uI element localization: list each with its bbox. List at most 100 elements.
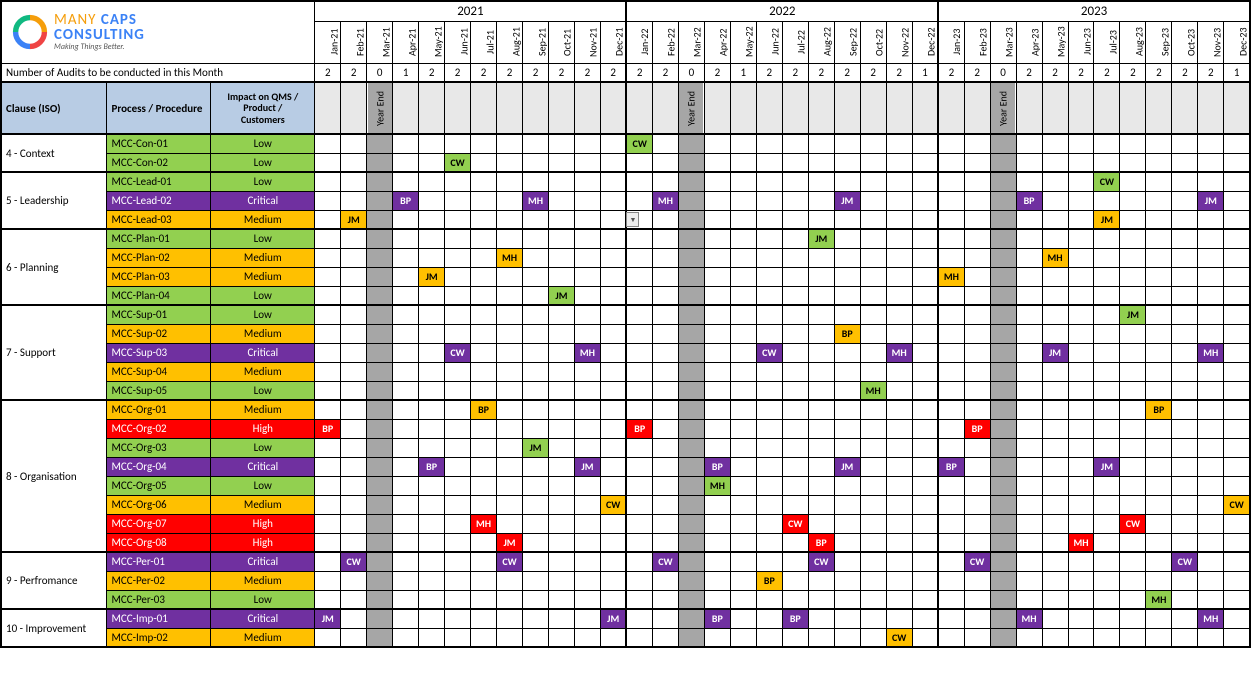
schedule-cell[interactable] [626,172,652,191]
schedule-cell[interactable] [1016,362,1042,381]
schedule-cell[interactable] [1042,628,1068,647]
schedule-cell[interactable] [315,590,341,609]
schedule-cell[interactable] [1094,628,1120,647]
schedule-cell[interactable] [367,267,393,286]
schedule-cell[interactable]: BP [964,419,990,438]
schedule-cell[interactable] [626,362,652,381]
schedule-cell[interactable] [912,476,938,495]
schedule-cell[interactable] [964,381,990,400]
schedule-cell[interactable] [600,552,626,571]
schedule-cell[interactable] [730,381,756,400]
schedule-cell[interactable] [652,571,678,590]
schedule-cell[interactable] [912,628,938,647]
schedule-cell[interactable] [341,609,367,628]
schedule-cell[interactable] [1016,381,1042,400]
schedule-cell[interactable] [730,533,756,552]
schedule-cell[interactable] [704,419,730,438]
schedule-cell[interactable] [886,381,912,400]
schedule-cell[interactable] [652,267,678,286]
schedule-cell[interactable] [886,495,912,514]
schedule-cell[interactable] [548,495,574,514]
schedule-cell[interactable] [782,343,808,362]
schedule-cell[interactable] [600,172,626,191]
schedule-cell[interactable] [497,495,523,514]
schedule-cell[interactable] [1068,286,1094,305]
schedule-cell[interactable] [600,286,626,305]
schedule-cell[interactable] [548,571,574,590]
schedule-cell[interactable] [1198,457,1224,476]
schedule-cell[interactable]: CW [756,343,782,362]
schedule-cell[interactable] [471,495,497,514]
schedule-cell[interactable] [1042,590,1068,609]
schedule-cell[interactable] [678,153,704,172]
schedule-cell[interactable] [1120,571,1146,590]
schedule-cell[interactable] [678,571,704,590]
schedule-cell[interactable] [600,305,626,324]
schedule-cell[interactable] [730,191,756,210]
schedule-cell[interactable]: JM [315,609,341,628]
schedule-cell[interactable] [990,476,1016,495]
schedule-cell[interactable] [1016,248,1042,267]
schedule-cell[interactable] [938,628,964,647]
schedule-cell[interactable] [315,286,341,305]
schedule-cell[interactable] [808,457,834,476]
schedule-cell[interactable] [1172,267,1198,286]
schedule-cell[interactable] [834,514,860,533]
schedule-cell[interactable] [1042,609,1068,628]
schedule-cell[interactable] [834,419,860,438]
schedule-cell[interactable] [419,362,445,381]
schedule-cell[interactable] [393,343,419,362]
schedule-cell[interactable] [548,514,574,533]
schedule-cell[interactable] [1068,191,1094,210]
schedule-cell[interactable] [1146,324,1172,343]
schedule-cell[interactable] [1094,305,1120,324]
schedule-cell[interactable] [834,305,860,324]
schedule-cell[interactable] [1068,210,1094,229]
schedule-cell[interactable] [756,286,782,305]
schedule-cell[interactable] [886,476,912,495]
schedule-cell[interactable] [1120,419,1146,438]
schedule-cell[interactable] [808,476,834,495]
schedule-cell[interactable] [808,305,834,324]
schedule-cell[interactable] [782,362,808,381]
schedule-cell[interactable] [860,400,886,419]
schedule-cell[interactable] [756,514,782,533]
schedule-cell[interactable]: MH [523,191,549,210]
schedule-cell[interactable] [367,457,393,476]
schedule-cell[interactable] [1224,419,1250,438]
schedule-cell[interactable] [523,267,549,286]
schedule-cell[interactable] [1198,400,1224,419]
schedule-cell[interactable] [912,457,938,476]
schedule-cell[interactable] [1068,343,1094,362]
schedule-cell[interactable] [990,628,1016,647]
schedule-cell[interactable] [652,286,678,305]
schedule-cell[interactable] [548,476,574,495]
schedule-cell[interactable] [1198,267,1224,286]
schedule-cell[interactable] [964,457,990,476]
schedule-cell[interactable] [964,400,990,419]
schedule-cell[interactable] [1016,552,1042,571]
schedule-cell[interactable] [808,514,834,533]
schedule-cell[interactable] [1094,153,1120,172]
schedule-cell[interactable] [497,628,523,647]
schedule-cell[interactable] [393,400,419,419]
schedule-cell[interactable] [471,457,497,476]
schedule-cell[interactable] [990,305,1016,324]
schedule-cell[interactable] [808,267,834,286]
schedule-cell[interactable] [938,191,964,210]
schedule-cell[interactable] [990,533,1016,552]
schedule-cell[interactable] [730,609,756,628]
schedule-cell[interactable] [600,419,626,438]
schedule-cell[interactable] [756,229,782,248]
schedule-cell[interactable] [445,457,471,476]
schedule-cell[interactable] [834,134,860,153]
schedule-cell[interactable] [1120,248,1146,267]
schedule-cell[interactable] [652,229,678,248]
schedule-cell[interactable] [1146,457,1172,476]
schedule-cell[interactable] [704,134,730,153]
schedule-cell[interactable] [600,533,626,552]
schedule-cell[interactable] [315,400,341,419]
schedule-cell[interactable]: MH [1146,590,1172,609]
schedule-cell[interactable]: JM [497,533,523,552]
schedule-cell[interactable] [419,248,445,267]
